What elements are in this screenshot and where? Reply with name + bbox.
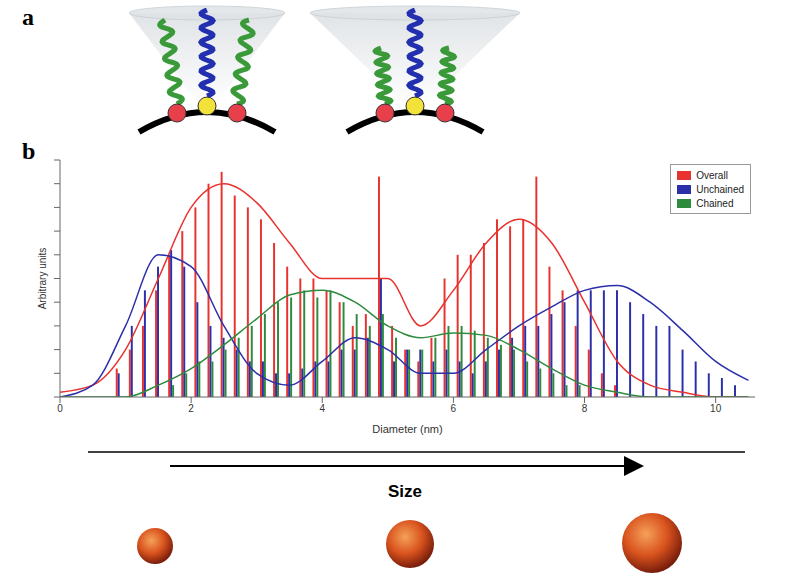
html-text:a: a	[22, 4, 34, 30]
svg-text:0: 0	[57, 403, 63, 414]
html-text:Chained: Chained	[696, 197, 734, 209]
svg-text:Arbitrary units: Arbitrary units	[37, 248, 48, 310]
svg-text:4: 4	[319, 403, 325, 414]
svg-text:Size: Size	[388, 482, 422, 501]
html-text:b: b	[22, 138, 36, 164]
html-text:Overall: Overall	[696, 169, 728, 181]
svg-text:6: 6	[451, 403, 457, 414]
html-text:Unchained: Unchained	[696, 183, 744, 195]
svg-text:Diameter (nm): Diameter (nm)	[372, 423, 442, 435]
svg-text:2: 2	[188, 403, 194, 414]
svg-text:8: 8	[582, 403, 588, 414]
svg-text:10: 10	[710, 403, 722, 414]
